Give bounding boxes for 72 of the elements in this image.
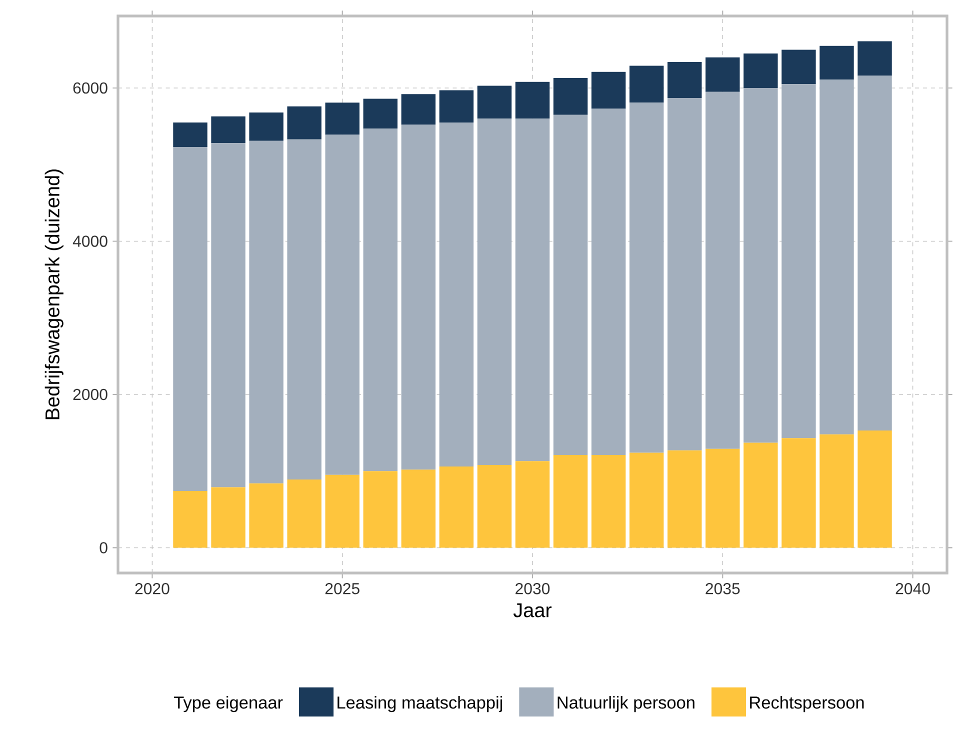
bar [249, 112, 284, 141]
bar [591, 72, 626, 109]
bar [820, 80, 854, 434]
bar [173, 122, 208, 148]
bar [668, 62, 702, 98]
bar [325, 102, 360, 135]
bar [858, 430, 892, 548]
bar [553, 114, 588, 456]
bar [439, 90, 474, 122]
bar [515, 82, 550, 119]
bar [629, 452, 664, 548]
x-tick-label: 2035 [706, 583, 740, 594]
x-tick-label: 2040 [896, 583, 930, 594]
bar [249, 140, 284, 484]
bar [439, 466, 474, 548]
bar [668, 450, 702, 548]
bar [401, 94, 436, 125]
bar [211, 487, 246, 548]
x-tick-label: 2025 [325, 583, 360, 594]
bar [744, 88, 778, 443]
bar [820, 46, 854, 80]
bar [515, 118, 550, 462]
bar [706, 57, 740, 92]
bar [782, 84, 816, 438]
y-tick-label: 2000 [73, 388, 108, 400]
y-tick-label: 6000 [73, 82, 108, 94]
bar [363, 128, 398, 472]
bar [287, 480, 322, 548]
legend-label: Leasing maatschappij [338, 696, 502, 712]
bar [629, 66, 664, 103]
bar [325, 474, 360, 548]
legend-label: Natuurlijk persoon [558, 696, 694, 712]
bar [363, 471, 398, 548]
bar [211, 116, 246, 144]
bar [477, 118, 512, 465]
x-tick-label: 2030 [516, 583, 550, 594]
bar [782, 50, 816, 84]
bar [325, 134, 360, 475]
bar [363, 98, 398, 129]
bar [858, 76, 892, 430]
bar [173, 491, 208, 548]
bar [401, 124, 436, 470]
x-axis-title: Jaar [513, 603, 552, 618]
x-tick-label: 2020 [135, 583, 170, 594]
bar [287, 139, 322, 480]
bar [858, 41, 892, 76]
bar [744, 54, 778, 88]
bar [820, 434, 854, 548]
bar [287, 106, 322, 140]
bar [591, 455, 626, 548]
bar [439, 122, 474, 466]
bar [249, 483, 284, 548]
bar [744, 442, 778, 548]
bar [706, 92, 740, 449]
legend-title: Type eigenaar [174, 696, 283, 712]
y-tick-label: 0 [100, 542, 108, 554]
bar [477, 464, 512, 548]
bar [782, 438, 816, 548]
bar [629, 102, 664, 453]
bar [553, 78, 588, 115]
bar [591, 108, 626, 456]
bar [515, 461, 550, 548]
bar [553, 455, 588, 548]
bar [211, 143, 246, 488]
bar [401, 470, 436, 548]
bar [706, 448, 740, 548]
bar [668, 98, 702, 450]
y-axis-title: Bedrijfswagenpark (duizend) [44, 170, 64, 420]
bar [173, 147, 208, 492]
bar [477, 86, 512, 119]
y-tick-label: 4000 [72, 236, 108, 247]
legend-label: Rechtspersoon [750, 696, 864, 712]
